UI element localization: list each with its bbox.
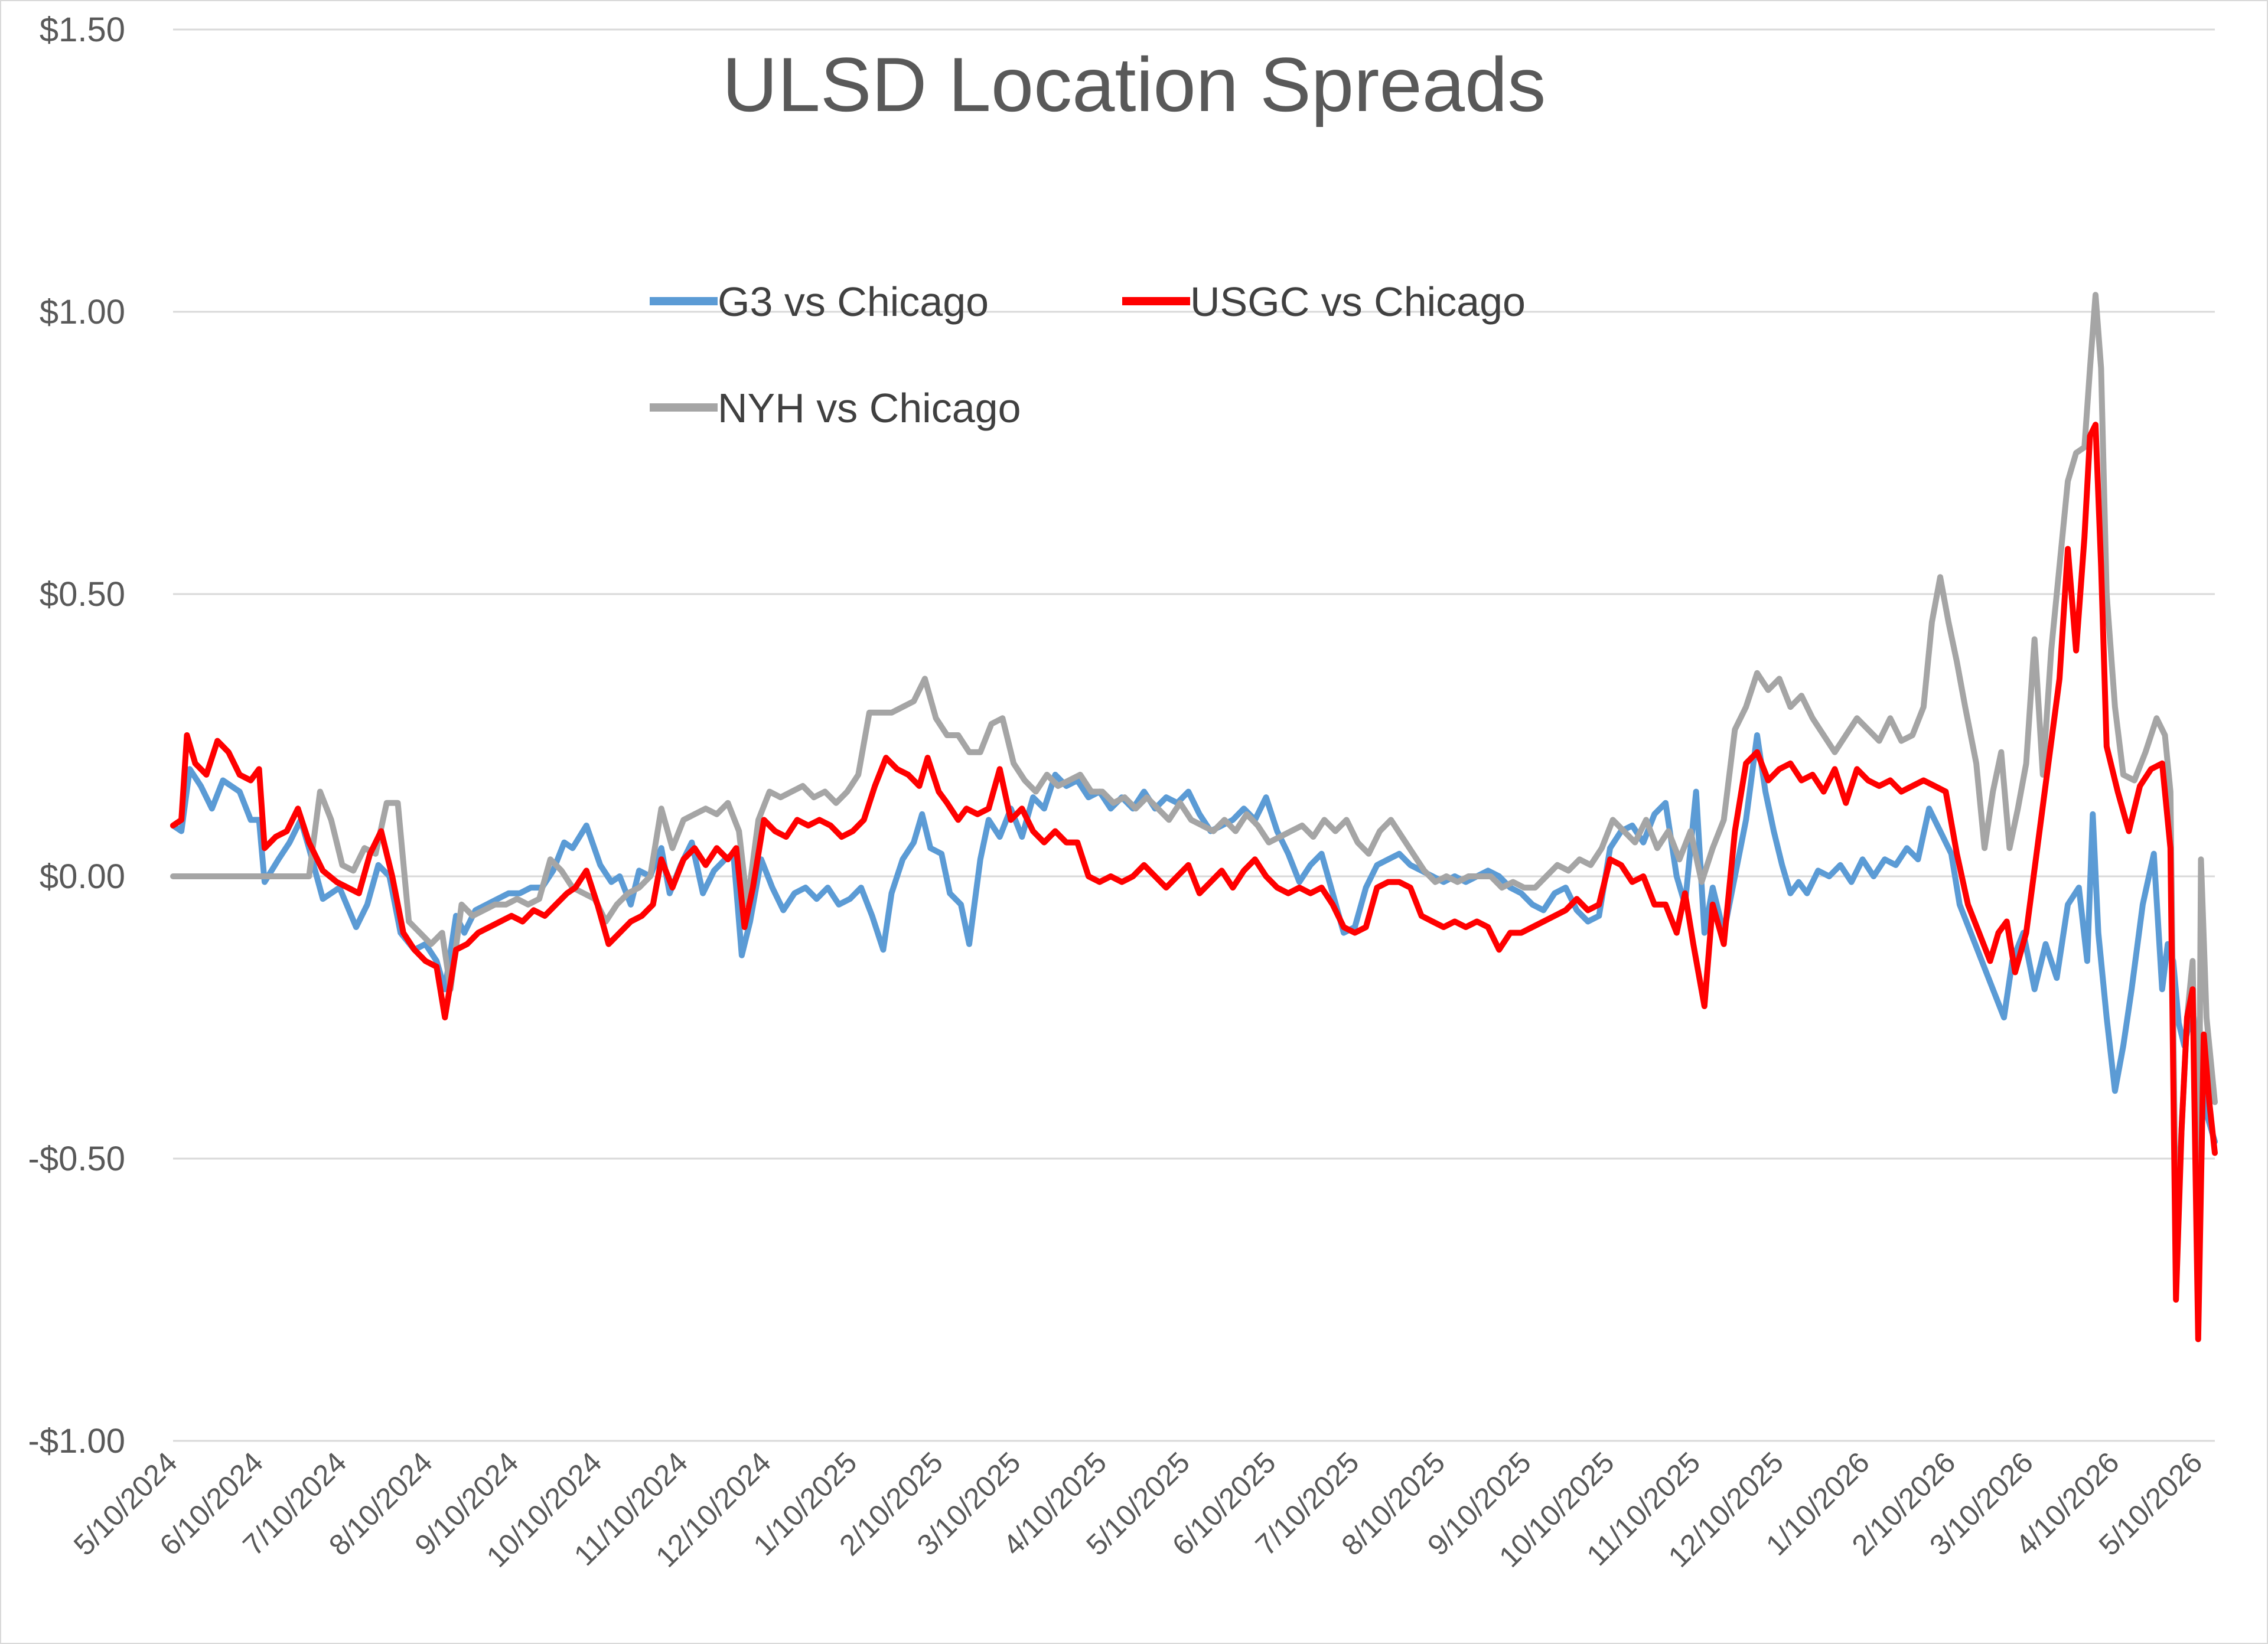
y-tick-label: $0.00 (40, 857, 125, 896)
y-tick-label: $0.50 (40, 575, 125, 614)
y-tick-label: $1.00 (40, 293, 125, 331)
legend-label: USGC vs Chicago (1190, 279, 1526, 325)
x-axis-ticks: 5/10/20246/10/20247/10/20248/10/20249/10… (67, 1446, 2209, 1574)
y-tick-label: $1.50 (40, 11, 125, 49)
legend-label: G3 vs Chicago (718, 279, 989, 325)
series-lines (170, 292, 2218, 1342)
legend-label: NYH vs Chicago (718, 385, 1021, 431)
y-tick-label: -$1.00 (28, 1422, 125, 1460)
series-line-usgc-vs-chicago (170, 422, 2218, 1342)
y-axis-ticks: $1.50 $1.00 $0.50 $0.00 -$0.50 -$1.00 (28, 11, 125, 1460)
chart-title: ULSD Location Spreads (722, 41, 1546, 128)
gridlines (173, 28, 2215, 1442)
series-line-g3-vs-chicago (170, 732, 2218, 1145)
legend: G3 vs Chicago USGC vs Chicago NYH vs Chica… (650, 279, 1526, 431)
y-tick-label: -$0.50 (28, 1140, 125, 1178)
